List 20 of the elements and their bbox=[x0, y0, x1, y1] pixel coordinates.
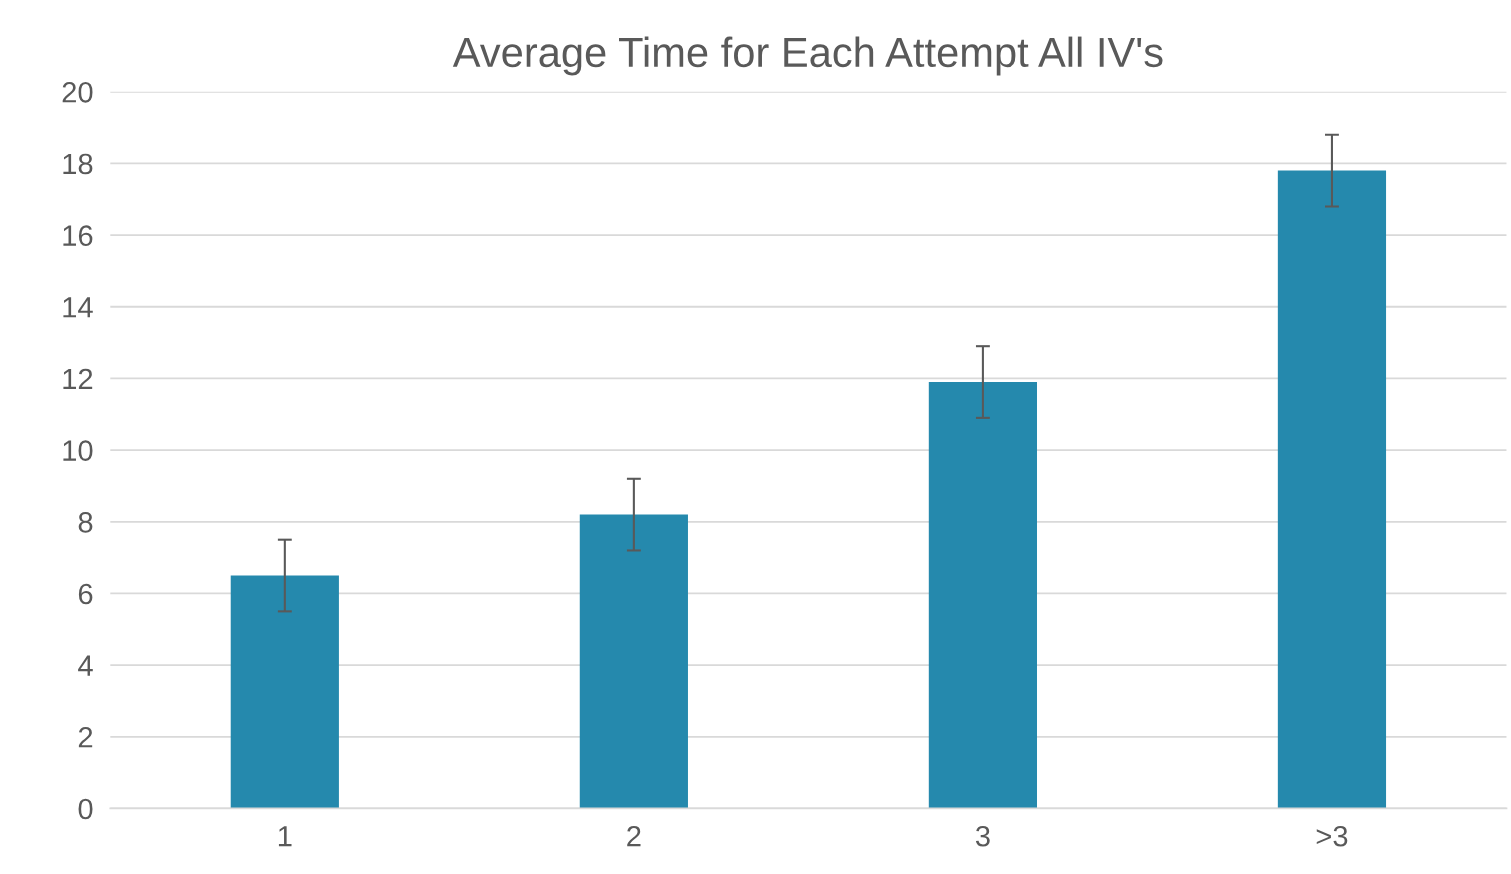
bar bbox=[1277, 170, 1387, 809]
y-tick-label: 8 bbox=[78, 511, 93, 533]
y-tick-label: 18 bbox=[63, 153, 93, 175]
x-tick-label: >3 bbox=[1316, 825, 1348, 847]
y-tick-label: 6 bbox=[78, 583, 93, 605]
chart-title: Average Time for Each Attempt All IV's bbox=[452, 36, 1163, 76]
y-tick-label: 0 bbox=[78, 798, 93, 820]
y-tick-label: 12 bbox=[63, 368, 93, 390]
x-tick-label: 1 bbox=[278, 826, 292, 847]
bar bbox=[579, 514, 688, 809]
y-tick-label: 4 bbox=[78, 655, 93, 676]
y-tick-label: 2 bbox=[78, 726, 93, 748]
x-tick-label: 3 bbox=[975, 825, 990, 847]
y-tick-label: 10 bbox=[63, 440, 93, 461]
bar bbox=[230, 575, 339, 809]
y-tick-label: 14 bbox=[63, 297, 93, 318]
bar bbox=[928, 382, 1038, 809]
y-tick-label: 20 bbox=[62, 81, 93, 103]
x-tick-label: 2 bbox=[627, 825, 641, 847]
y-tick-label: 16 bbox=[63, 225, 93, 246]
